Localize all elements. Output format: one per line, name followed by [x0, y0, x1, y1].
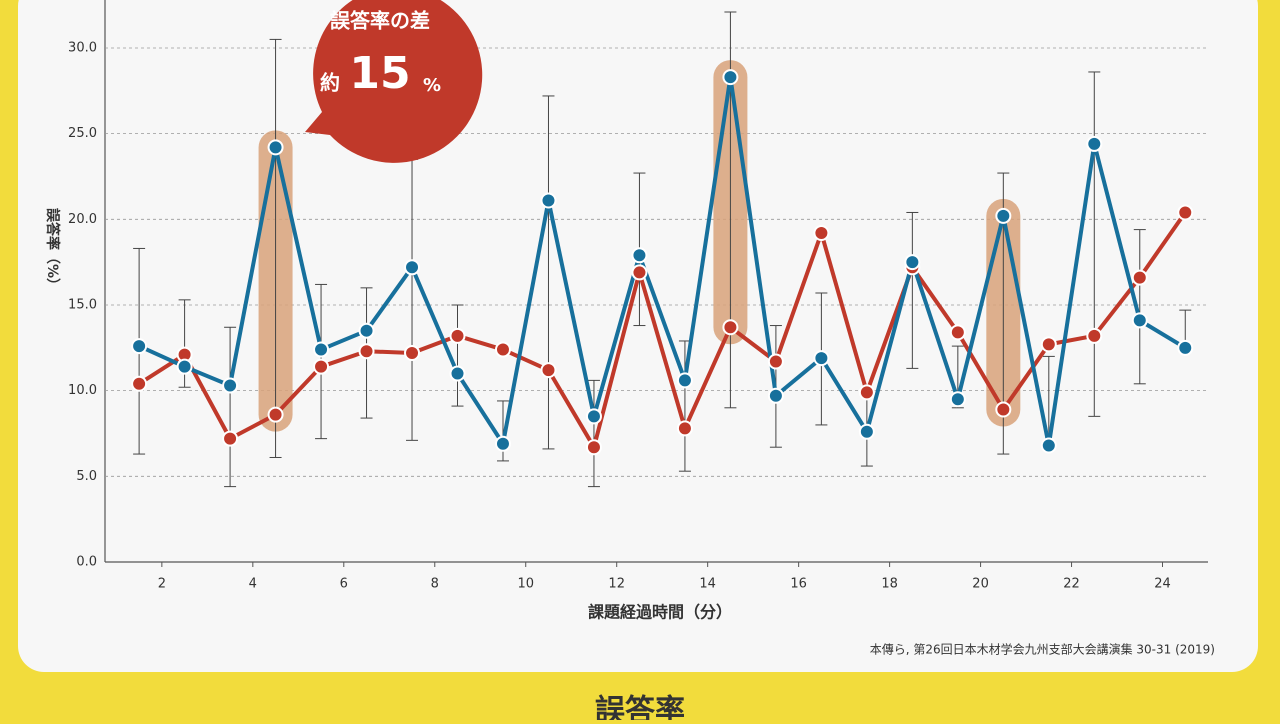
point: [767, 353, 784, 370]
point: [449, 365, 466, 382]
point: [995, 207, 1012, 224]
callout-title: 誤答率の差: [330, 9, 430, 33]
point: [358, 322, 375, 339]
point: [585, 439, 602, 456]
y-axis-label: 誤答率（%）: [44, 208, 61, 292]
point: [949, 324, 966, 341]
error-bar: [451, 304, 464, 407]
point: [1131, 269, 1148, 286]
point: [313, 358, 330, 375]
x-tick-label: 20: [972, 577, 989, 592]
point: [131, 338, 148, 355]
series-line: [138, 75, 1187, 448]
point: [358, 343, 375, 360]
point: [222, 430, 239, 447]
x-axis-label: 課題経過時間（分）: [588, 603, 732, 622]
point: [676, 420, 693, 437]
point: [540, 362, 557, 379]
point: [494, 435, 511, 452]
x-tick-label: 10: [517, 577, 534, 592]
callout-bubble: [305, 0, 483, 163]
y-tick-label: 10.0: [68, 383, 97, 398]
point: [404, 344, 421, 361]
point: [449, 327, 466, 344]
point: [1086, 135, 1103, 152]
point: [858, 423, 875, 440]
error-bar: [542, 95, 555, 450]
footer-title: 誤答率: [595, 694, 685, 721]
point: [1177, 204, 1194, 221]
point: [1177, 339, 1194, 356]
point: [1086, 327, 1103, 344]
x-tick-label: 16: [790, 577, 807, 592]
point: [540, 192, 557, 209]
point: [267, 139, 284, 156]
point: [722, 319, 739, 336]
point: [813, 350, 830, 367]
point: [631, 264, 648, 281]
x-tick-label: 2: [158, 577, 166, 592]
panel: [18, 0, 1258, 672]
point: [631, 247, 648, 264]
y-tick-label: 30.0: [68, 40, 97, 55]
callout-unit: %: [423, 75, 441, 96]
error-bar: [1133, 229, 1146, 385]
x-tick-label: 8: [431, 577, 439, 592]
callout-prefix: 約: [320, 71, 340, 95]
error-bar: [906, 211, 919, 369]
x-tick-label: 12: [608, 577, 625, 592]
point: [1040, 437, 1057, 454]
point: [858, 384, 875, 401]
error-bar: [1088, 71, 1101, 417]
y-tick-label: 5.0: [76, 469, 97, 484]
point: [585, 408, 602, 425]
x-tick-label: 24: [1154, 577, 1171, 592]
error-bar: [224, 326, 237, 488]
point: [813, 225, 830, 242]
point: [1040, 336, 1057, 353]
point: [131, 375, 148, 392]
source: 本傳ら, 第26回日本木材学会九州支部大会講演集 30-31 (2019): [870, 642, 1215, 657]
point: [176, 358, 193, 375]
error-bar: [269, 38, 282, 458]
point: [676, 372, 693, 389]
y-tick-label: 20.0: [68, 212, 97, 227]
point: [949, 391, 966, 408]
x-tick-label: 14: [699, 577, 716, 592]
point: [313, 341, 330, 358]
point: [1131, 312, 1148, 329]
point: [904, 254, 921, 271]
series-line: [138, 211, 1187, 450]
y-tick-label: 0.0: [76, 555, 97, 570]
point: [494, 341, 511, 358]
y-tick-label: 15.0: [68, 297, 97, 312]
point: [722, 69, 739, 86]
x-tick-label: 4: [249, 577, 257, 592]
y-tick-label: 25.0: [68, 126, 97, 141]
x-tick-label: 6: [340, 577, 348, 592]
error-bar: [587, 379, 600, 488]
x-tick-label: 22: [1063, 577, 1080, 592]
callout-value: 15: [349, 48, 410, 99]
point: [995, 401, 1012, 418]
point: [404, 259, 421, 276]
point: [767, 387, 784, 404]
point: [222, 377, 239, 394]
x-tick-label: 18: [881, 577, 898, 592]
point: [267, 406, 284, 423]
